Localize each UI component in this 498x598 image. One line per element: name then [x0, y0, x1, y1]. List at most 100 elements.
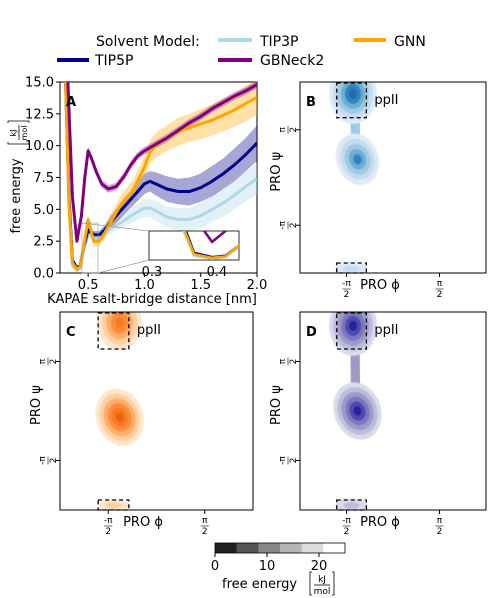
panel-a-inset-xtick-2: 0.4 [207, 265, 228, 280]
colorbar: 0 10 20 free energy kJ mol [211, 542, 346, 597]
density-basin-1 [97, 312, 142, 351]
panel-a-ylabel-unit-num: kJ [9, 130, 18, 137]
y-tick-num: π [278, 358, 288, 364]
y-tick-label: 12.5 [25, 107, 54, 122]
heatmap-c [95, 312, 144, 510]
legend-label-tip3p: TIP3P [259, 34, 298, 50]
x-axis-label: PRO ϕ [360, 278, 400, 293]
density-basin-3 [97, 499, 130, 510]
y-tick-den: 2 [289, 458, 299, 464]
panel-a-ylabel: free energy kJ mol [7, 120, 30, 234]
panel-a-inset: 0.3 0.4 [81, 222, 240, 280]
ppii-box-image [336, 499, 368, 511]
ppii-box [336, 82, 368, 119]
legend: Solvent Model: TIP5P TIP3P GBNeck2 GNN [57, 34, 426, 69]
density-level [105, 502, 122, 509]
x-tick-num: π [437, 279, 443, 289]
y-tick-label: -π 2 [38, 456, 59, 465]
panel-a-ylabel-text: free energy [9, 158, 24, 233]
ppii-box [336, 312, 368, 350]
ppii-box-image [336, 262, 368, 274]
panel-a-ylabel-bracket-l [7, 142, 30, 145]
colorbar-cells [215, 543, 346, 553]
y-tick-label: 7.5 [33, 171, 54, 186]
panel-a-x-ticks: 0.5 1.0 1.5 2.0 [78, 273, 268, 293]
x-tick-label: 1.5 [190, 278, 211, 293]
inset-line-gnn [183, 231, 239, 260]
y-tick-den: 2 [289, 222, 299, 228]
x-tick-label: 2.0 [247, 278, 268, 293]
y-tick-label: 10.0 [25, 139, 54, 154]
density-level [353, 154, 362, 165]
band-tip3p [65, 82, 257, 272]
y-tick-label: 5.0 [33, 203, 54, 218]
y-tick-num: π [38, 358, 48, 364]
panel-a-ylabel-unit-den: mol [20, 126, 29, 141]
panel-frame [299, 81, 487, 274]
panel-a-xlabel: KAPAE salt-bridge distance [nm] [47, 292, 257, 307]
colorbar-cell [323, 543, 346, 553]
colorbar-bracket-l [309, 571, 312, 596]
density-level [353, 406, 362, 416]
colorbar-tick-label: 20 [311, 559, 328, 574]
panel-letter: D [306, 325, 317, 340]
ppii-label: ppII [374, 323, 398, 338]
y-tick-label: -π 2 [278, 456, 299, 465]
colorbar-cell [236, 543, 259, 553]
density-level [115, 317, 125, 329]
y-axis-label: PRO ψ [269, 385, 284, 425]
colorbar-cell [215, 543, 237, 553]
colorbar-ticks: 0 10 20 [211, 553, 327, 574]
panel-a-letter: A [66, 95, 76, 110]
line-gbneck2 [66, 82, 257, 243]
band-tip5p [65, 82, 257, 270]
x-tick-num: π [437, 516, 443, 526]
y-tick-den: 2 [49, 359, 59, 365]
density-basin-3 [335, 261, 368, 273]
y-tick-label: 0.0 [33, 267, 54, 282]
panel-a: A 0.02.55.07.510.012.515.0 0.5 1.0 1.5 2.0 … [7, 76, 268, 307]
panel-a-inset-connector-2 [97, 259, 150, 274]
y-tick-num: -π [278, 456, 288, 465]
y-tick-den: 2 [49, 458, 59, 464]
legend-label-gnn: GNN [394, 34, 426, 50]
colorbar-frame [214, 542, 346, 554]
density-level [115, 412, 124, 423]
x-tick-den: 2 [437, 527, 443, 537]
panel-letter: C [66, 325, 76, 340]
panel-a-inset-xtick-1: 0.3 [142, 265, 163, 280]
colorbar-cell [258, 543, 281, 553]
x-tick-num: π [202, 516, 208, 526]
x-tick-num: -π [342, 516, 351, 526]
colorbar-tick-label: 0 [211, 559, 219, 574]
y-tick-num: π [278, 126, 288, 132]
x-tick-den: 2 [105, 527, 111, 537]
density-level [343, 265, 360, 273]
colorbar-cell [280, 543, 302, 553]
density-basin-2 [95, 388, 144, 446]
ppii-box-image [97, 499, 130, 511]
y-axis-label: PRO ψ [29, 385, 44, 425]
panel-letter: B [306, 95, 316, 110]
x-tick-label: 1.0 [134, 278, 155, 293]
colorbar-tick-label: 10 [259, 559, 276, 574]
x-tick-den: 2 [344, 527, 350, 537]
density-basin-2 [335, 133, 380, 185]
y-tick-label: 15.0 [25, 76, 54, 91]
heatmap-d [329, 312, 382, 510]
legend-label-gbneck2: GBNeck2 [260, 53, 324, 69]
density-basin-1 [329, 312, 378, 356]
x-axis-label: PRO ϕ [360, 515, 400, 530]
panel-a-y-ticks: 0.0 2.5 5.0 7.5 10.0 12.5 15.0 [25, 76, 60, 282]
density-level [349, 88, 358, 99]
panel-a-inset-connector-1 [81, 222, 150, 232]
band-gnn [65, 82, 257, 271]
ppii-label: ppII [374, 93, 398, 108]
line-gnn [64, 82, 257, 271]
panel-a-lines [64, 82, 257, 272]
